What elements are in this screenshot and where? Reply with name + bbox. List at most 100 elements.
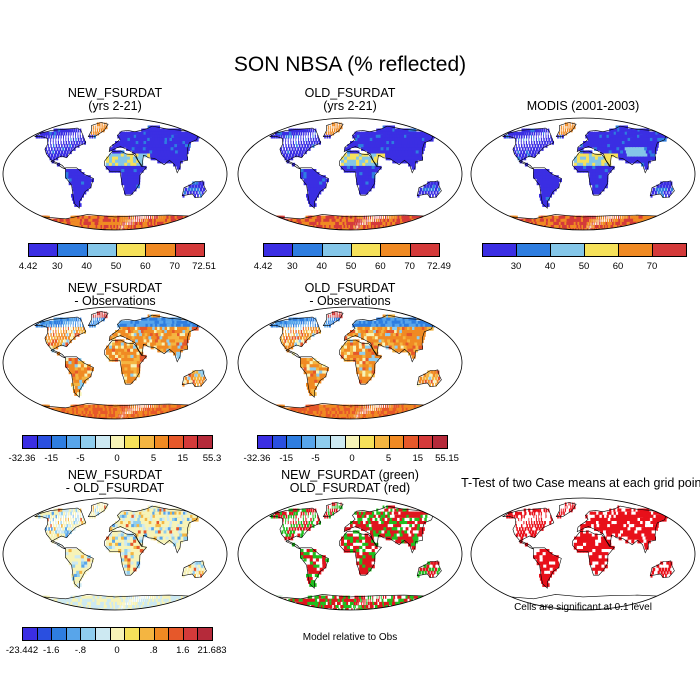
map-cell [102, 314, 104, 319]
map-cell [356, 169, 360, 173]
map-cell [350, 141, 354, 145]
map-cell [585, 134, 589, 139]
map-cell [105, 165, 110, 170]
map-cell [42, 320, 46, 325]
map-cell [145, 336, 150, 340]
panel-modis: MODIS (2001-2003) 30 40 50 60 70 [468, 85, 698, 275]
map-cell [436, 190, 439, 195]
map-cell [77, 178, 82, 183]
map-cell [332, 131, 335, 136]
map-cell [53, 508, 57, 513]
map-cell [133, 351, 138, 356]
map-cell [353, 162, 357, 167]
map-cell [84, 367, 88, 372]
map-cell [662, 184, 666, 189]
map-cell [415, 404, 420, 409]
map-cell [115, 330, 119, 334]
map-cell [112, 153, 116, 158]
map-cell [150, 407, 153, 412]
map-cell [51, 320, 55, 325]
map-cell [173, 162, 178, 167]
map-cell [80, 364, 85, 368]
map-cell [290, 339, 293, 344]
map-cell [354, 215, 357, 220]
map-cell [300, 172, 304, 176]
map-cell [368, 370, 372, 375]
map-cell [579, 225, 583, 229]
map-cell [520, 150, 523, 155]
map-cell [322, 370, 327, 375]
map-cell [610, 165, 615, 170]
map-cell [628, 150, 634, 155]
map-cell [284, 131, 287, 136]
map-cell [316, 373, 321, 378]
map-cell [350, 351, 354, 356]
map-cell [167, 342, 173, 347]
map-cell [352, 404, 355, 409]
map-cell [415, 150, 421, 155]
map-cell [108, 404, 112, 409]
map-cell [358, 218, 360, 223]
map-cell [298, 144, 301, 148]
map-cell [371, 364, 376, 368]
map-cell [70, 336, 73, 340]
map-border [237, 117, 463, 231]
map-cell [83, 175, 88, 179]
colorbar-label: 40 [81, 261, 92, 272]
map-cell [578, 215, 582, 220]
map-cell [607, 165, 612, 170]
map-cell [357, 330, 362, 334]
map-cell [77, 511, 79, 516]
map-cell [140, 147, 145, 151]
map-cell [124, 358, 128, 362]
map-cell [74, 178, 79, 183]
map-cell [96, 314, 98, 319]
map-cell [371, 172, 376, 176]
map-cell [135, 404, 137, 409]
map-cell [103, 215, 108, 220]
map-cell [359, 225, 361, 229]
map-cell [427, 134, 435, 139]
map-cell [190, 376, 194, 381]
map-cell [356, 320, 360, 325]
panel-title-line1: MODIS (2001-2003) [526, 99, 640, 113]
map-cell [596, 147, 601, 151]
map-cell [194, 373, 198, 378]
map-cell [151, 141, 156, 145]
map-cell [523, 150, 526, 155]
map-cell [132, 320, 137, 325]
map-cell [343, 169, 348, 173]
map-cell [601, 172, 606, 176]
map-cell [62, 508, 66, 513]
map-cell [620, 144, 626, 148]
map-cell [362, 172, 367, 176]
map-cell [156, 147, 162, 151]
map-cell [160, 348, 165, 353]
map-cell [388, 125, 395, 130]
map-cell [198, 190, 201, 195]
map-cell [347, 156, 351, 161]
map-cell [278, 323, 281, 328]
map-cell [96, 128, 98, 133]
map-cell [115, 218, 118, 223]
map-cell [130, 184, 134, 189]
map-cell [370, 215, 372, 220]
map-cell [315, 364, 320, 368]
colorbar-swatch [432, 435, 448, 449]
map-cell [397, 225, 408, 229]
map-cell [136, 354, 141, 359]
map-cell [298, 150, 301, 155]
map-cell [99, 404, 104, 409]
map-cell [394, 156, 399, 161]
map-cell [130, 367, 135, 372]
map-cell [168, 345, 173, 350]
map-cell [142, 354, 147, 359]
map-cell [177, 345, 183, 350]
map-cell [285, 323, 288, 328]
map-cell [589, 169, 593, 173]
map-cell [98, 122, 100, 127]
map-cell [577, 156, 581, 161]
panel-new-fsurdat: NEW_FSURDAT (yrs 2-21) 4.42 30 40 50 60 70 72.… [0, 85, 230, 275]
map-cell [131, 218, 133, 223]
map-cell [80, 326, 82, 331]
